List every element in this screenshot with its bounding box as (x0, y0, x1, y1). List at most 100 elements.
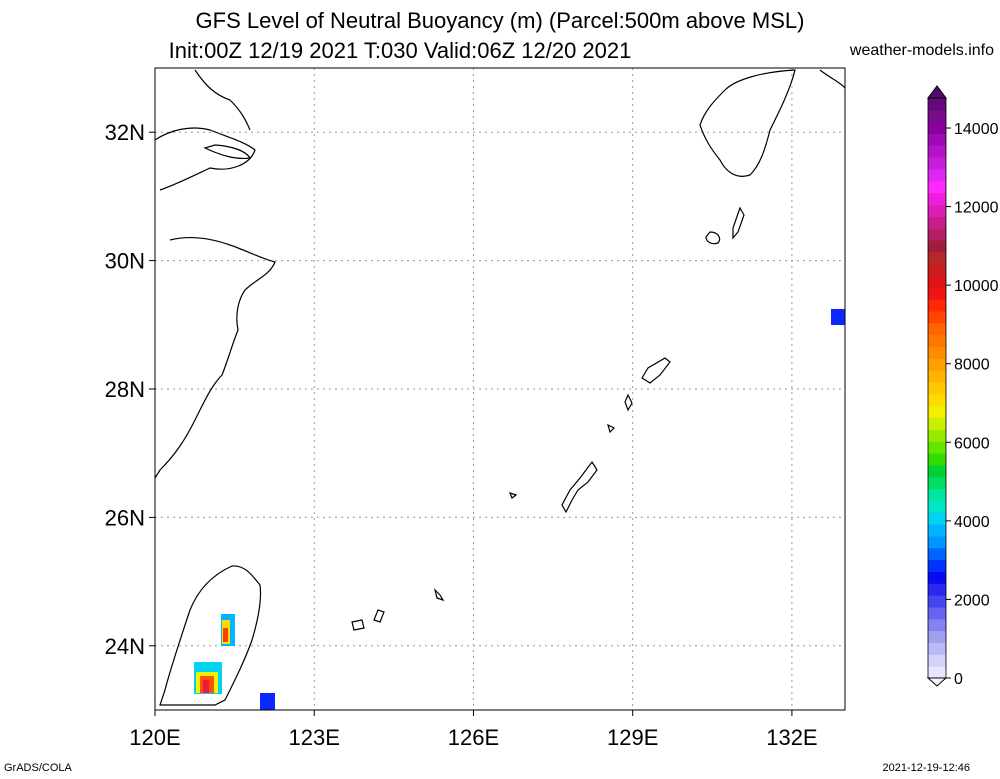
title-line-2: Init:00Z 12/19 2021 T:030 Valid:06Z 12/2… (168, 38, 632, 63)
colorbar-segment (928, 299, 946, 312)
colorbar-segment (928, 169, 946, 182)
colorbar-segment (928, 654, 946, 667)
colorbar-segment (928, 228, 946, 241)
tick-label-lat: 26N (105, 505, 145, 530)
tick-label-lon: 120E (129, 725, 180, 750)
colorbar-max-triangle (927, 85, 947, 99)
colorbar-segment (928, 393, 946, 407)
tick-label-lon: 123E (289, 725, 340, 750)
tick-label-lat: 30N (105, 249, 145, 274)
coast-estuary (203, 144, 252, 160)
colorbar-segment (928, 559, 946, 572)
coastlines (154, 69, 846, 706)
colorbar-segment (928, 109, 946, 123)
colorbar-segment (928, 630, 946, 643)
blue-cell-east (831, 309, 845, 325)
tick-label-lon: 132E (766, 725, 817, 750)
colorbar-segment (928, 464, 946, 478)
island-kume (508, 492, 518, 499)
colorbar-segment (928, 263, 946, 277)
colorbar-segment (928, 180, 946, 194)
colorbar-segment (928, 216, 946, 229)
colorbar-segment (928, 666, 946, 679)
island-tokunoshima (624, 393, 633, 412)
colorbar-segment (928, 417, 946, 430)
colorbar-min-triangle (926, 677, 948, 687)
colorbar-segment (928, 535, 946, 549)
colorbar-segment (928, 370, 946, 383)
axis-ticks: 120E 123E 126E 129E 132E 24N 26N 28N 30N 32N (105, 120, 818, 750)
colorbar: 0 2000 4000 6000 8000 10000 12000 14000 (926, 85, 999, 688)
colorbar-label: 12000 (954, 200, 999, 217)
colorbar-segment (928, 287, 946, 300)
colorbar-segment (928, 524, 946, 537)
coast-kyushu-east (819, 69, 846, 89)
blue-cell-south (260, 693, 275, 710)
taiwan-cell-north (221, 614, 235, 646)
colorbar-segment (928, 311, 946, 324)
footer-right: 2021-12-19-12:46 (882, 762, 970, 774)
island-tanegashima (732, 206, 745, 240)
colorbar-segment (928, 453, 946, 466)
coast-china-north (194, 69, 251, 131)
colorbar-label: 4000 (954, 514, 990, 531)
colorbar-segment (928, 606, 946, 620)
tick-label-lon: 126E (448, 725, 499, 750)
colorbar-segment (928, 476, 946, 490)
colorbar-segment (928, 121, 946, 135)
colorbar-segment (928, 346, 946, 359)
colorbar-label: 14000 (954, 121, 999, 138)
lnb-shading (194, 309, 845, 710)
colorbar-segment (928, 334, 946, 348)
colorbar-segment (928, 500, 946, 513)
colorbar-segment (928, 275, 946, 288)
colorbar-label: 0 (954, 671, 963, 688)
colorbar-segment (928, 618, 946, 632)
island-miyako (433, 588, 445, 602)
colorbar-frame (927, 97, 947, 679)
coast-kyushu (699, 69, 796, 177)
colorbar-segment (928, 429, 946, 442)
tick-label-lat: 24N (105, 634, 145, 659)
colorbar-label: 8000 (954, 357, 990, 374)
colorbar-segment (928, 251, 946, 265)
island-yakushima (705, 231, 721, 245)
coast-taiwan (159, 565, 262, 706)
colorbar-segment (928, 192, 946, 206)
colorbar-segment (928, 583, 946, 596)
colorbar-segment (928, 204, 946, 217)
colorbar-segment (928, 133, 946, 146)
colorbar-segment (928, 382, 946, 395)
colorbar-segment (928, 240, 946, 253)
taiwan-cell-south (194, 662, 222, 694)
colorbar-segment (928, 145, 946, 158)
colorbar-segment (928, 322, 946, 336)
colorbar-segment (928, 512, 946, 525)
colorbar-segment (928, 488, 946, 501)
coast-china (154, 127, 276, 479)
colorbar-segment (928, 595, 946, 608)
colorbar-segment (928, 358, 946, 371)
island-amami (641, 357, 671, 384)
tick-label-lat: 28N (105, 377, 145, 402)
colorbar-segment (928, 405, 946, 419)
colorbar-segment (928, 547, 946, 561)
tick-label-lat: 32N (105, 120, 145, 145)
site-label: weather-models.info (849, 42, 994, 59)
island-ishigaki (373, 609, 385, 623)
footer-left: GrADS/COLA (4, 762, 72, 774)
tick-label-lon: 129E (607, 725, 658, 750)
colorbar-label: 6000 (954, 435, 990, 452)
colorbar-label: 2000 (954, 592, 990, 609)
island-okinawa (561, 460, 598, 514)
colorbar-label: 10000 (954, 278, 999, 295)
colorbar-segment (928, 98, 946, 111)
island-okinoerabu (607, 423, 616, 434)
colorbar-segment (928, 441, 946, 454)
colorbar-segment (928, 157, 946, 170)
colorbar-segment (928, 571, 946, 584)
title-line-1: GFS Level of Neutral Buoyancy (m) (Parce… (195, 8, 805, 33)
colorbar-segment (928, 642, 946, 655)
island-iriomote (351, 619, 365, 631)
